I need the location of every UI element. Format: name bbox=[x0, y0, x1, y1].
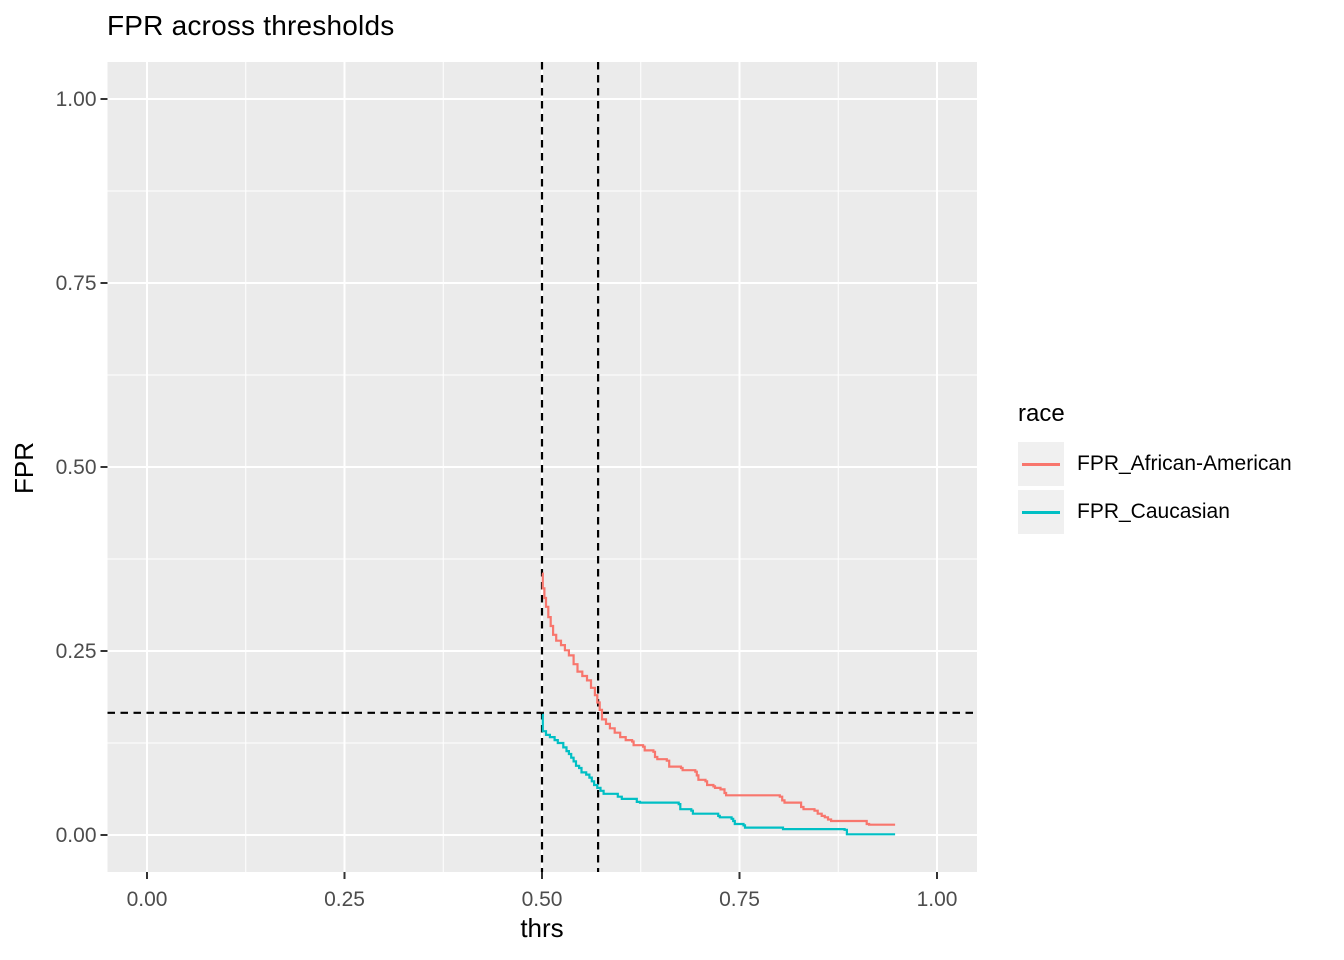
y-tick-label: 1.00 bbox=[56, 88, 97, 111]
legend-entries: FPR_African-American FPR_Caucasian bbox=[1018, 442, 1292, 534]
legend-key-line-icon bbox=[1022, 462, 1060, 466]
legend-entry: FPR_African-American bbox=[1018, 442, 1292, 486]
legend: race FPR_African-American FPR_Caucasian bbox=[1018, 400, 1292, 538]
y-tick-label: 0.75 bbox=[56, 272, 97, 295]
y-tick-label: 0.50 bbox=[56, 456, 97, 479]
series-FPR_African-American bbox=[541, 572, 896, 826]
y-axis-title: FPR bbox=[9, 442, 39, 494]
x-axis-title: thrs bbox=[520, 913, 564, 943]
legend-key-line-icon bbox=[1022, 510, 1060, 514]
legend-label: FPR_African-American bbox=[1077, 452, 1292, 475]
legend-label: FPR_Caucasian bbox=[1077, 500, 1230, 523]
x-tick-label: 1.00 bbox=[917, 888, 958, 911]
x-tick-label: 0.00 bbox=[127, 888, 168, 911]
x-tick-label: 0.75 bbox=[719, 888, 760, 911]
chart-title: FPR across thresholds bbox=[107, 10, 395, 41]
y-tick-label: 0.25 bbox=[56, 640, 97, 663]
legend-entry: FPR_Caucasian bbox=[1018, 490, 1292, 534]
legend-title: race bbox=[1018, 400, 1065, 427]
series-FPR_Caucasian bbox=[541, 713, 896, 836]
legend-key bbox=[1018, 490, 1064, 534]
legend-key bbox=[1018, 442, 1064, 486]
y-tick-label: 0.00 bbox=[56, 824, 97, 847]
x-tick-label: 0.25 bbox=[324, 888, 365, 911]
x-tick-label: 0.50 bbox=[522, 888, 563, 911]
